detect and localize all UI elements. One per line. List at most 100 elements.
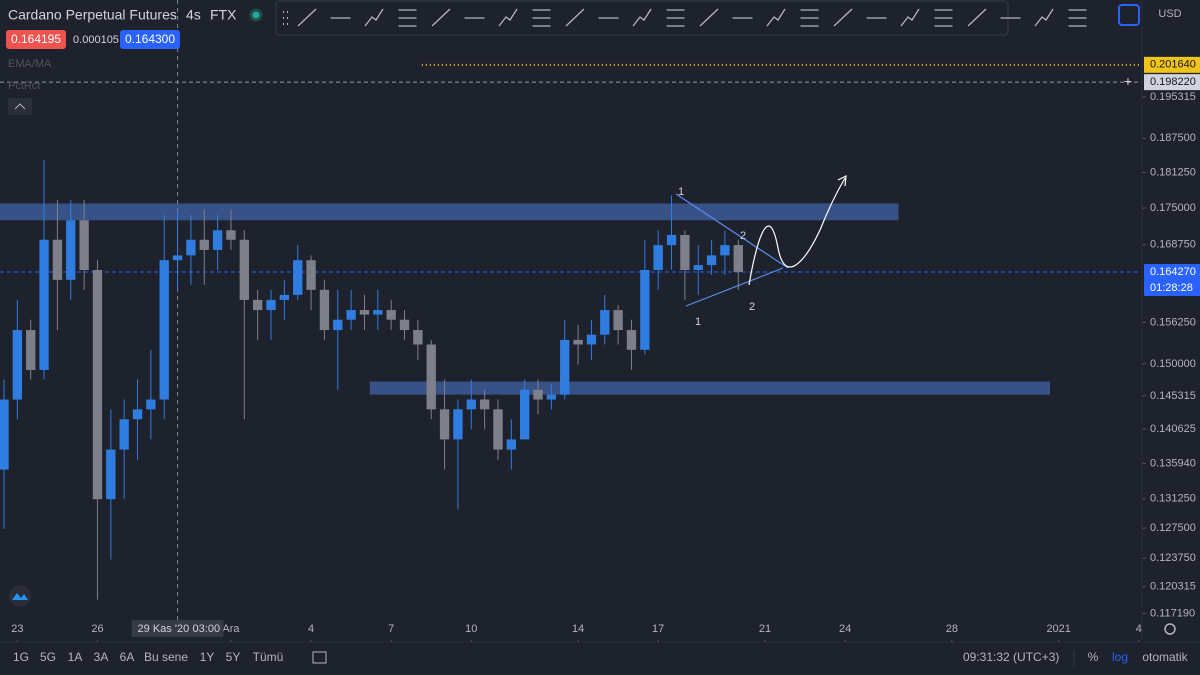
- tool-icon: [699, 8, 719, 27]
- range-button[interactable]: 3A: [94, 650, 109, 664]
- candle-body: [399, 319, 410, 331]
- range-button[interactable]: 1Y: [200, 650, 215, 664]
- clock: 09:31:32 (UTC+3): [963, 650, 1059, 664]
- candle-body: [413, 330, 423, 345]
- symbol-name[interactable]: Cardano Perpetual Futures: [8, 7, 177, 23]
- y-tick-label: 0.140625: [1150, 423, 1196, 435]
- candle-body: [533, 389, 543, 400]
- price-badge: [1144, 56, 1200, 73]
- range-button[interactable]: 6A: [120, 650, 135, 664]
- x-tick-label: 21: [759, 623, 771, 635]
- tool-button[interactable]: [967, 8, 987, 27]
- y-tick-label: 0.135940: [1150, 457, 1196, 469]
- price-badge-label: 0.201640: [1150, 59, 1196, 71]
- candle-body: [640, 269, 650, 350]
- candle-body: [586, 334, 597, 345]
- tool-icon: [800, 9, 819, 27]
- tool-icon: [900, 8, 920, 27]
- tool-button[interactable]: [800, 9, 819, 27]
- x-tick-label: 17: [652, 623, 664, 635]
- y-tick-label: 0.195315: [1150, 91, 1196, 103]
- y-tick-label: 0.175000: [1150, 202, 1196, 214]
- collapse-button[interactable]: [8, 98, 32, 115]
- candle-body: [199, 239, 209, 250]
- price-badge: [1144, 264, 1200, 281]
- range-button[interactable]: Bu sene: [144, 650, 188, 664]
- tool-button[interactable]: [532, 9, 551, 27]
- tool-button[interactable]: [900, 8, 920, 27]
- tool-icon: [431, 8, 451, 27]
- candle-body: [52, 239, 63, 280]
- range-button[interactable]: 1G: [13, 650, 29, 664]
- candle-body: [239, 239, 249, 300]
- candle-body: [680, 234, 690, 270]
- tool-icon: [666, 9, 685, 27]
- candle-body: [346, 310, 356, 320]
- add-alert[interactable]: +: [1124, 73, 1132, 89]
- y-tick-label: 0.168750: [1150, 239, 1196, 251]
- tool-button[interactable]: [833, 8, 853, 27]
- candle-body: [626, 330, 637, 350]
- ask-box[interactable]: [120, 30, 180, 49]
- tool-button[interactable]: [699, 8, 719, 27]
- interval[interactable]: 4s: [186, 7, 201, 23]
- settings-icon[interactable]: [1164, 623, 1176, 635]
- tool-button[interactable]: [498, 8, 518, 27]
- fullscreen-button[interactable]: [1118, 4, 1140, 26]
- date-range-icon[interactable]: [312, 651, 327, 664]
- candle-body: [12, 330, 23, 400]
- y-tick-label: 0.187500: [1150, 132, 1196, 144]
- candle-body: [119, 419, 129, 450]
- tool-button[interactable]: [364, 8, 384, 27]
- trend-line: [685, 267, 784, 307]
- tool-button[interactable]: [565, 8, 585, 27]
- range-button[interactable]: 5Y: [226, 650, 241, 664]
- candle-body: [666, 234, 677, 246]
- scale-option[interactable]: %: [1088, 650, 1099, 664]
- scale-option[interactable]: log: [1112, 650, 1128, 664]
- tool-button[interactable]: [934, 9, 953, 27]
- candle-body: [92, 269, 103, 500]
- candle-body: [26, 330, 36, 370]
- range-button[interactable]: 1A: [68, 650, 83, 664]
- tool-icon: [498, 8, 518, 27]
- tool-button[interactable]: [1068, 9, 1087, 27]
- tool-icon: [766, 8, 786, 27]
- candle-body: [306, 260, 316, 290]
- tool-button[interactable]: [431, 8, 451, 27]
- tool-button[interactable]: [632, 8, 652, 27]
- tool-button[interactable]: [398, 9, 417, 27]
- tool-button[interactable]: [297, 8, 317, 27]
- candle-body: [373, 310, 383, 315]
- tool-button[interactable]: [666, 9, 685, 27]
- candle-body: [706, 255, 717, 266]
- candle-body: [613, 310, 623, 331]
- scale-option[interactable]: otomatik: [1142, 650, 1188, 664]
- x-tick-label: 4: [308, 623, 314, 635]
- countdown-badge: [1144, 280, 1200, 297]
- currency[interactable]: USD: [1158, 8, 1181, 20]
- tool-button[interactable]: [766, 8, 786, 27]
- crosshair-time: 03:00: [193, 623, 221, 635]
- x-tick-label: 28: [946, 623, 958, 635]
- y-tick-label: 0.156250: [1150, 317, 1196, 329]
- x-tick-label: 14: [572, 623, 584, 635]
- x-tick-label: 4: [1136, 623, 1142, 635]
- candle-body: [66, 220, 76, 280]
- price-badge: [1144, 74, 1200, 91]
- tool-button[interactable]: [1034, 8, 1054, 27]
- candle-body: [79, 220, 89, 270]
- indicator-label[interactable]: EMA/MA: [8, 58, 52, 70]
- x-tick-label: 10: [465, 623, 477, 635]
- zone: [0, 203, 899, 221]
- exchange: FTX: [210, 7, 237, 23]
- toolbar-grip: [283, 11, 288, 25]
- range-button[interactable]: 5G: [40, 650, 56, 664]
- indicator-label[interactable]: PctRct: [8, 80, 40, 92]
- range-button[interactable]: Tümü: [253, 650, 284, 664]
- tool-icon: [967, 8, 987, 27]
- y-tick-label: 0.123750: [1150, 552, 1196, 564]
- candle-body: [146, 399, 156, 410]
- bid-box[interactable]: [6, 30, 66, 49]
